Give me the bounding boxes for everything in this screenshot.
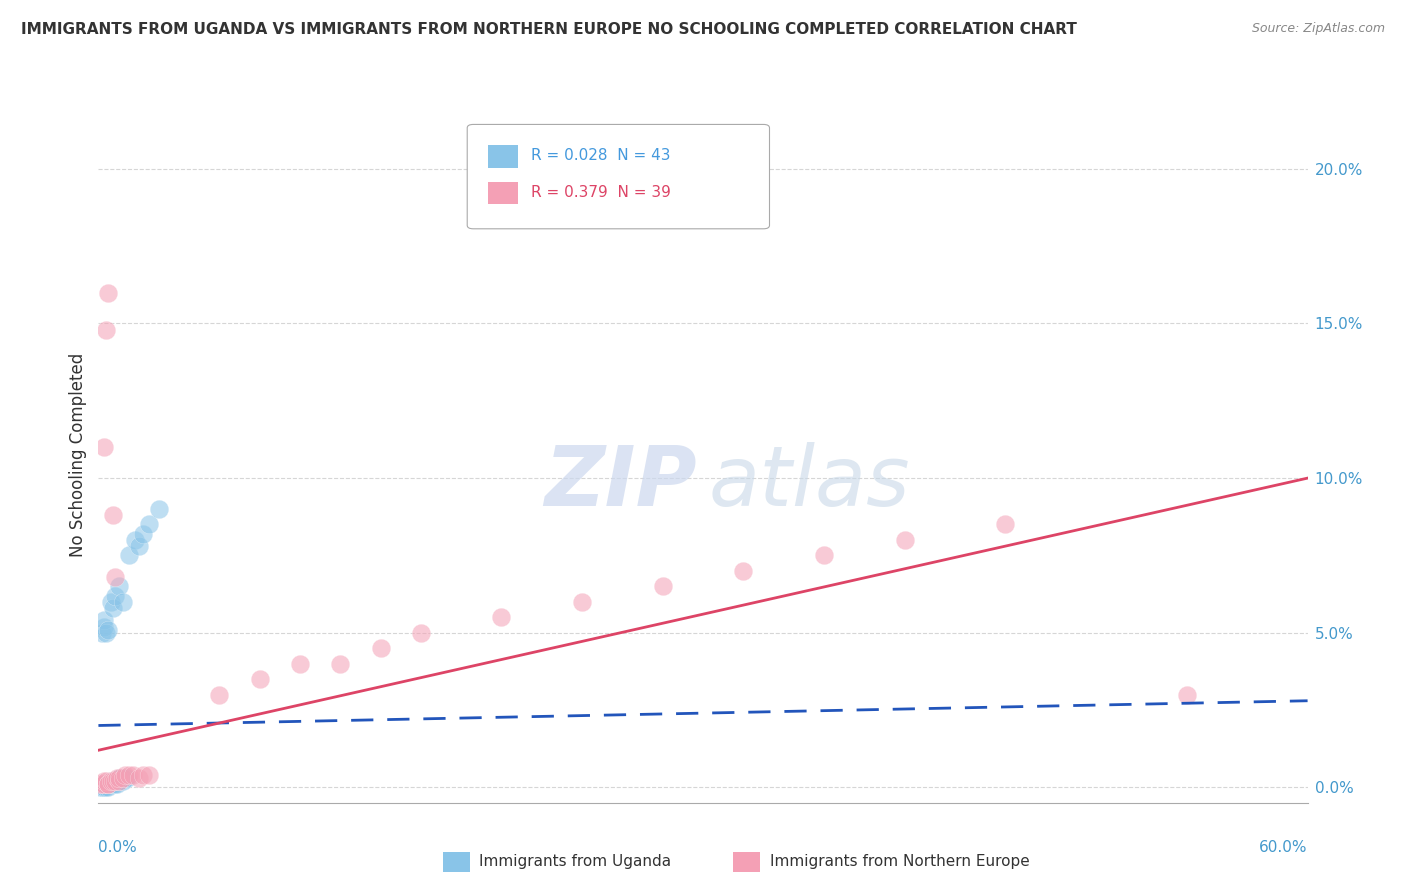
Text: 0.0%: 0.0% [98, 840, 138, 855]
Point [1175, 688, 1198, 702]
Text: IMMIGRANTS FROM UGANDA VS IMMIGRANTS FROM NORTHERN EUROPE NO SCHOOLING COMPLETED: IMMIGRANTS FROM UGANDA VS IMMIGRANTS FRO… [21, 22, 1077, 37]
Point [111, 595, 134, 609]
Point [571, 595, 593, 609]
Point [101, 508, 124, 523]
Point [107, 771, 129, 785]
Text: Source: ZipAtlas.com: Source: ZipAtlas.com [1251, 22, 1385, 36]
Point [370, 641, 392, 656]
Point [96, 777, 118, 791]
Bar [488, 182, 517, 204]
Point [893, 533, 915, 547]
Point [89, 777, 111, 791]
Point [93, 777, 115, 791]
Point [128, 771, 150, 785]
Point [93, 619, 115, 633]
Point [96, 777, 118, 791]
Point [101, 601, 124, 615]
Point [249, 672, 271, 686]
Point [103, 570, 125, 584]
Y-axis label: No Schooling Completed: No Schooling Completed [69, 353, 87, 557]
Point [97, 623, 120, 637]
Point [813, 549, 835, 563]
Point [103, 774, 125, 789]
Point [93, 613, 115, 627]
Bar [488, 145, 517, 168]
Point [103, 777, 125, 791]
Text: Immigrants from Northern Europe: Immigrants from Northern Europe [769, 855, 1029, 870]
Text: R = 0.379  N = 39: R = 0.379 N = 39 [531, 186, 671, 200]
Point [96, 774, 118, 789]
Text: R = 0.028  N = 43: R = 0.028 N = 43 [531, 148, 671, 163]
Point [105, 771, 128, 785]
Point [93, 780, 115, 795]
Point [91, 625, 114, 640]
Point [97, 777, 120, 791]
Point [111, 774, 134, 789]
Point [148, 502, 170, 516]
Point [111, 771, 134, 785]
Point [114, 771, 136, 785]
Point [97, 777, 120, 791]
Point [100, 774, 122, 789]
Point [733, 564, 755, 578]
Point [96, 780, 118, 795]
Point [100, 595, 122, 609]
Point [91, 780, 114, 795]
Point [107, 774, 129, 789]
Text: Immigrants from Uganda: Immigrants from Uganda [479, 855, 672, 870]
Point [91, 780, 114, 795]
Point [132, 526, 155, 541]
Point [651, 579, 673, 593]
Point [96, 625, 118, 640]
Point [110, 771, 132, 785]
Point [101, 774, 124, 789]
Point [107, 774, 129, 789]
Point [97, 777, 120, 791]
Point [103, 589, 125, 603]
Point [100, 777, 122, 791]
Point [288, 657, 311, 671]
Point [97, 777, 120, 791]
Point [409, 625, 432, 640]
Point [96, 323, 118, 337]
Point [124, 533, 146, 547]
Point [121, 768, 143, 782]
Point [107, 771, 129, 785]
Point [93, 777, 115, 791]
Point [491, 610, 513, 624]
Point [138, 768, 160, 782]
Text: ZIP: ZIP [544, 442, 697, 524]
Point [101, 774, 124, 789]
Bar [443, 852, 470, 872]
Bar [734, 852, 759, 872]
Point [105, 777, 128, 791]
FancyBboxPatch shape [467, 124, 769, 229]
Point [100, 774, 122, 789]
Point [114, 768, 136, 782]
Point [138, 517, 160, 532]
Point [118, 549, 141, 563]
Point [107, 579, 129, 593]
Point [329, 657, 352, 671]
Point [105, 774, 128, 789]
Point [93, 774, 115, 789]
Text: atlas: atlas [709, 442, 911, 524]
Point [91, 777, 114, 791]
Point [128, 539, 150, 553]
Point [994, 517, 1017, 532]
Point [97, 780, 120, 795]
Point [89, 780, 111, 795]
Point [208, 688, 231, 702]
Point [118, 768, 141, 782]
Point [93, 440, 115, 454]
Point [132, 768, 155, 782]
Point [101, 777, 124, 791]
Text: 60.0%: 60.0% [1260, 840, 1308, 855]
Point [93, 780, 115, 795]
Point [93, 777, 115, 791]
Point [115, 771, 138, 785]
Point [103, 774, 125, 789]
Point [97, 285, 120, 300]
